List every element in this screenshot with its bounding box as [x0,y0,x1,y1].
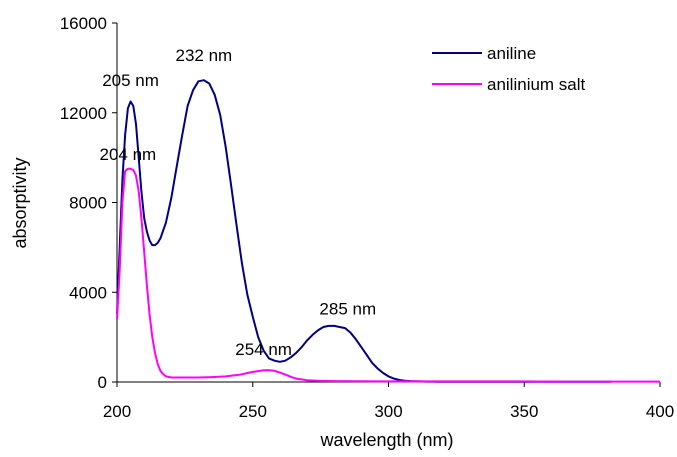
legend: aniline anilinium salt [432,44,586,94]
series-line-aniline [116,79,612,383]
legend-label-aniline: aniline [487,44,536,63]
y-tick-label: 4000 [69,283,107,302]
series-layer [116,79,660,383]
y-tick-label: 12000 [60,104,107,123]
x-tick-label: 350 [510,402,538,421]
y-tick-label: 0 [98,373,107,392]
x-tick-label: 400 [646,402,674,421]
y-tick-label: 8000 [69,194,107,213]
y-axis-title: absorptivity [10,157,30,248]
y-axis-ticks: 0 4000 8000 12000 16000 [60,14,117,392]
x-axis-ticks: 200 250 300 350 400 [103,382,674,421]
peak-annotation: 254 nm [235,340,292,359]
x-tick-label: 300 [374,402,402,421]
x-axis-title: wavelength (nm) [319,430,453,450]
annotations: 205 nm 232 nm 204 nm 285 nm 254 nm [100,46,377,359]
y-tick-label: 16000 [60,14,107,33]
peak-annotation: 204 nm [100,145,157,164]
series-line-anilinium-salt [116,167,660,383]
peak-annotation: 285 nm [319,300,376,319]
peak-annotation: 205 nm [102,71,159,90]
legend-label-anilinium-salt: anilinium salt [487,75,586,94]
x-tick-label: 250 [239,402,267,421]
x-tick-label: 200 [103,402,131,421]
peak-annotation: 232 nm [176,46,233,65]
